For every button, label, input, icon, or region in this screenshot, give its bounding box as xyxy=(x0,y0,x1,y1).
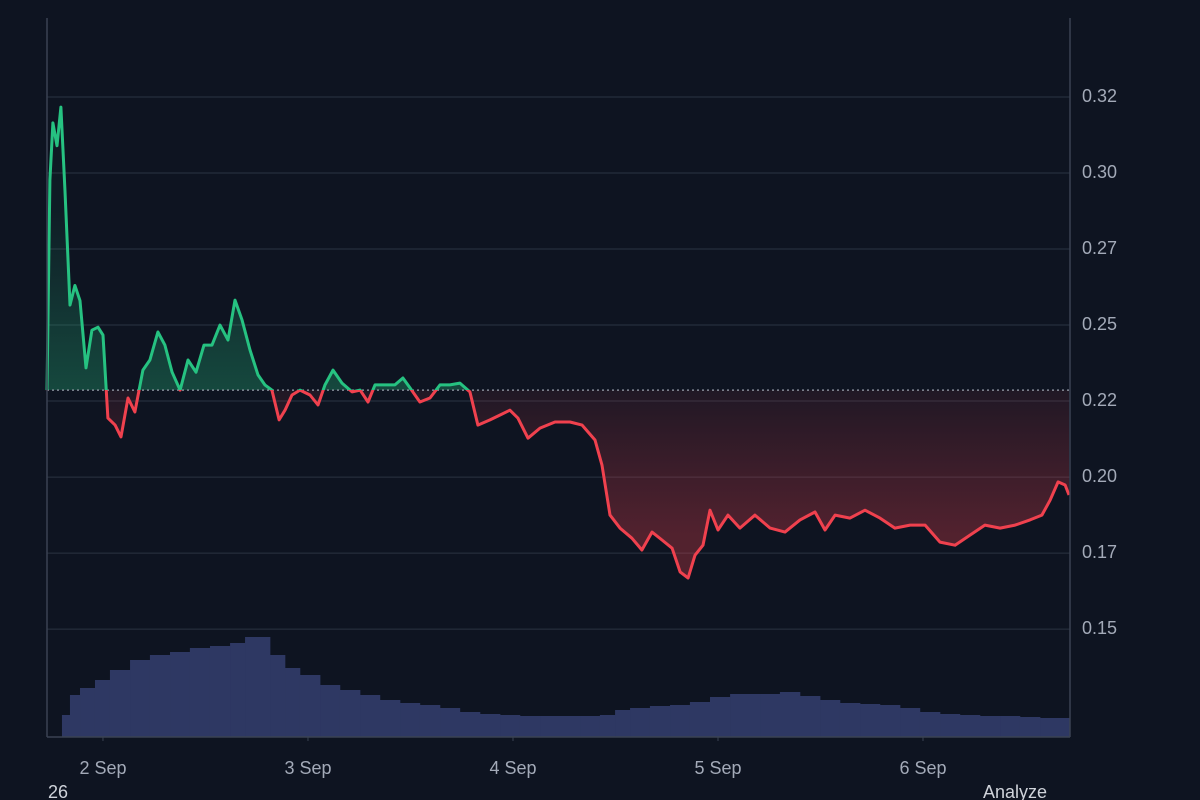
volume-bar xyxy=(959,715,981,737)
volume-bar xyxy=(400,703,421,737)
volume-bar xyxy=(189,648,211,737)
y-tick-label: 0.22 xyxy=(1082,390,1117,410)
volume-bar xyxy=(230,643,246,737)
volume-bar xyxy=(459,712,481,737)
volume-bar xyxy=(80,688,96,737)
x-tick-label: 6 Sep xyxy=(899,758,946,778)
volume-bar xyxy=(109,670,131,737)
x-tick-label: 3 Sep xyxy=(284,758,331,778)
volume-bar xyxy=(69,695,81,737)
volume-bar xyxy=(245,637,259,737)
volume-bar xyxy=(149,655,171,737)
volume-bar xyxy=(270,655,286,737)
volume-bar xyxy=(580,716,601,737)
volume-bar xyxy=(599,715,616,737)
volume-bar xyxy=(839,703,861,737)
volume-bar xyxy=(559,716,581,737)
volume-bar xyxy=(860,704,881,737)
volume-bar xyxy=(670,705,691,737)
volume-bar xyxy=(440,708,461,737)
volume-bar xyxy=(299,675,321,737)
volume-bar xyxy=(919,712,941,737)
volume-bar xyxy=(419,705,441,737)
y-tick-label: 0.15 xyxy=(1082,618,1117,638)
grid-layer xyxy=(47,96,1070,741)
volume-bar xyxy=(1019,717,1041,737)
volume-bar xyxy=(940,714,961,737)
volume-bar xyxy=(710,697,731,737)
price-line xyxy=(45,105,1071,580)
volume-bar xyxy=(779,692,801,737)
volume-bar xyxy=(61,715,71,737)
volume-bar xyxy=(760,694,781,737)
volume-bar xyxy=(209,646,231,737)
volume-bar xyxy=(730,694,761,737)
price-area xyxy=(47,107,1069,578)
volume-bar xyxy=(360,695,381,737)
x-tick-label: 2 Sep xyxy=(79,758,126,778)
x-tick-label: 5 Sep xyxy=(694,758,741,778)
volume-bar xyxy=(980,716,1001,737)
volume-bar xyxy=(170,652,191,737)
price-layer xyxy=(45,105,1071,580)
x-tick-label: 4 Sep xyxy=(489,758,536,778)
volume-bar xyxy=(800,696,821,737)
volume-bar xyxy=(379,700,401,737)
y-tick-label: 0.27 xyxy=(1082,238,1117,258)
volume-layer xyxy=(61,637,1071,737)
volume-bar xyxy=(285,668,301,737)
volume-bar xyxy=(130,660,151,737)
volume-bar xyxy=(615,710,631,737)
volume-bar xyxy=(1000,716,1021,737)
volume-bar xyxy=(630,708,651,737)
volume-bar xyxy=(879,705,901,737)
footer-left: 26 xyxy=(48,782,68,800)
volume-bar xyxy=(479,714,501,737)
volume-bar xyxy=(339,690,361,737)
volume-bar xyxy=(900,708,921,737)
y-tick-label: 0.30 xyxy=(1082,162,1117,182)
volume-bar xyxy=(540,716,561,737)
label-layer: 0.15 0.17 0.20 0.22 0.25 0.27 0.30 0.32 2 Sep 3 S… xyxy=(79,86,1117,778)
volume-bar xyxy=(820,700,841,737)
volume-bar xyxy=(1040,718,1061,737)
volume-bar xyxy=(500,715,521,737)
y-tick-label: 0.17 xyxy=(1082,542,1117,562)
volume-bar xyxy=(257,637,271,737)
y-tick-label: 0.32 xyxy=(1082,86,1117,106)
y-tick-label: 0.25 xyxy=(1082,314,1117,334)
volume-bar xyxy=(689,702,711,737)
volume-bar xyxy=(519,716,541,737)
volume-bar xyxy=(649,706,671,737)
analyze-button[interactable]: Analyze xyxy=(983,782,1047,800)
volume-bar xyxy=(94,680,111,737)
volume-bar xyxy=(1059,718,1071,737)
y-tick-label: 0.20 xyxy=(1082,466,1117,486)
volume-bar xyxy=(320,685,341,737)
